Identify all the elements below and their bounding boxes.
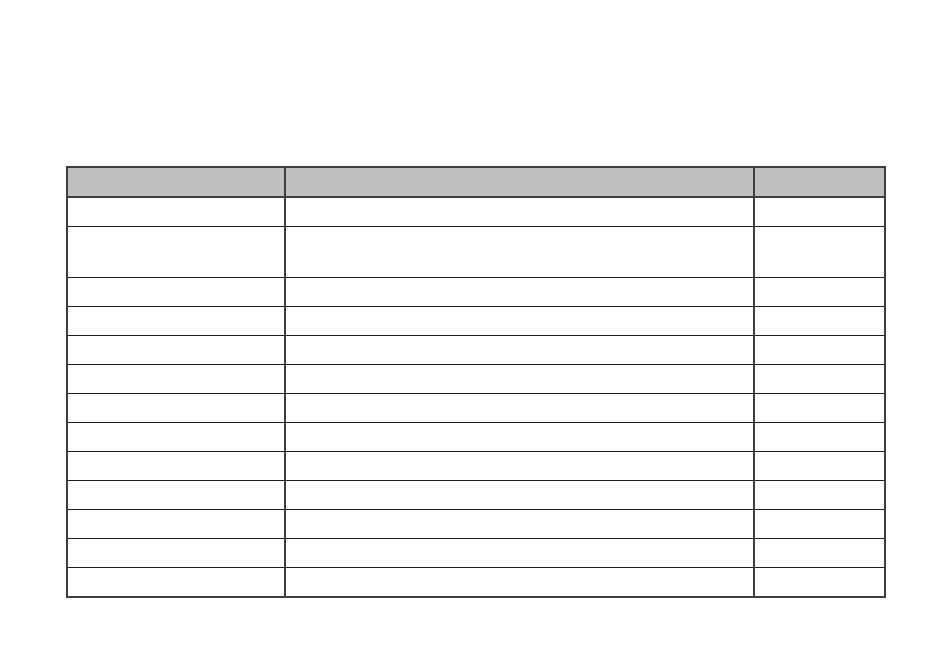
empty-data-table [66,166,886,598]
table-cell [284,364,755,394]
table-cell [753,480,886,510]
table-cell [284,451,755,481]
table-cell [753,509,886,539]
table-row [66,538,886,568]
table-cell [284,393,755,423]
table-cell [753,393,886,423]
table-row [66,196,886,227]
table-cell [284,422,755,452]
table-cell [284,538,755,568]
table-cell [284,567,755,598]
table-row [66,509,886,539]
table-cell [66,226,286,278]
table-header-cell [753,166,886,198]
table-cell [66,567,286,598]
table-cell [284,509,755,539]
table-cell [66,393,286,423]
table-cell [66,422,286,452]
table-row [66,226,886,278]
table-header-row [66,166,886,198]
table-cell [66,480,286,510]
table-row [66,335,886,365]
table-cell [753,226,886,278]
table-row [66,364,886,394]
table-cell [66,277,286,307]
table-cell [284,480,755,510]
table-cell [284,196,755,227]
table-row [66,422,886,452]
table-cell [66,451,286,481]
table-cell [753,277,886,307]
table-row [66,480,886,510]
table-cell [753,422,886,452]
table-header-cell [284,166,755,198]
table-cell [284,226,755,278]
table-cell [284,277,755,307]
table-cell [753,538,886,568]
table-cell [753,364,886,394]
table-cell [284,335,755,365]
table-cell [753,196,886,227]
table-cell [66,196,286,227]
table-cell [66,335,286,365]
table-cell [66,509,286,539]
table-row [66,277,886,307]
table-head [66,166,886,198]
table-row [66,393,886,423]
table-header-cell [66,166,286,198]
table-cell [66,364,286,394]
table-cell [753,306,886,336]
table-cell [753,335,886,365]
table-cell [66,538,286,568]
table-cell [753,567,886,598]
table-cell [753,451,886,481]
table-row [66,451,886,481]
table-row [66,567,886,598]
table-body [66,196,886,598]
table-cell [284,306,755,336]
table-row [66,306,886,336]
table-cell [66,306,286,336]
